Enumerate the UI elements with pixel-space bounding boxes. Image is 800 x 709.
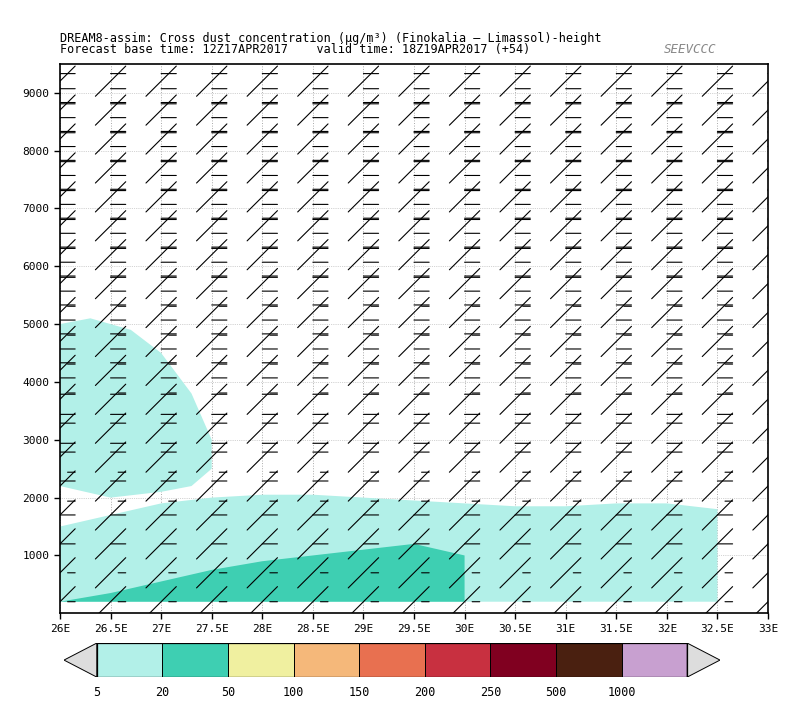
Bar xyxy=(97,643,162,677)
Polygon shape xyxy=(687,643,720,677)
Text: SEEVCCC: SEEVCCC xyxy=(663,43,716,56)
Text: 200: 200 xyxy=(414,686,435,698)
Bar xyxy=(490,643,556,677)
Text: 250: 250 xyxy=(480,686,501,698)
Text: 5: 5 xyxy=(94,686,100,698)
Bar xyxy=(359,643,425,677)
Polygon shape xyxy=(60,544,465,602)
Polygon shape xyxy=(60,495,718,602)
Text: 100: 100 xyxy=(283,686,304,698)
Bar xyxy=(622,643,687,677)
Bar xyxy=(556,643,622,677)
Bar xyxy=(294,643,359,677)
Bar xyxy=(425,643,490,677)
Text: Forecast base time: 12Z17APR2017    valid time: 18Z19APR2017 (+54): Forecast base time: 12Z17APR2017 valid t… xyxy=(60,43,530,56)
Text: 150: 150 xyxy=(349,686,370,698)
Bar xyxy=(228,643,294,677)
Text: 50: 50 xyxy=(221,686,235,698)
Text: 20: 20 xyxy=(155,686,170,698)
Text: 1000: 1000 xyxy=(607,686,636,698)
Polygon shape xyxy=(60,318,212,498)
Text: 500: 500 xyxy=(546,686,566,698)
Text: DREAM8-assim: Cross dust concentration (μg/m³) (Finokalia – Limassol)-height: DREAM8-assim: Cross dust concentration (… xyxy=(60,32,602,45)
Bar xyxy=(162,643,228,677)
Polygon shape xyxy=(64,643,97,677)
